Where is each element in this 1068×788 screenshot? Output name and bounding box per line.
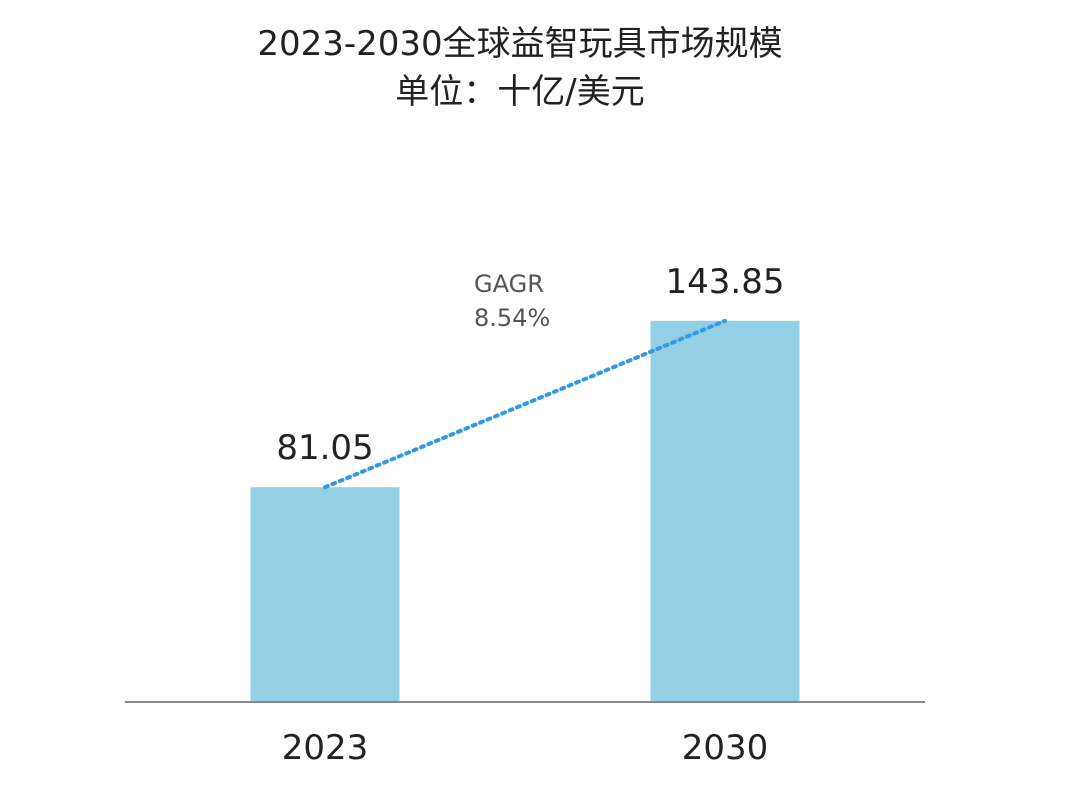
chart-title: 2023-2030全球益智玩具市场规模 (257, 24, 783, 64)
cagr-trend-line (323, 318, 727, 490)
bar-2023 (250, 487, 400, 702)
x-tick-label-2023: 2023 (282, 728, 369, 768)
data-label-2030: 143.85 (666, 262, 785, 302)
bar-2030 (650, 320, 800, 702)
chart-subtitle: 单位：十亿/美元 (395, 72, 645, 112)
data-label-2023: 81.05 (276, 428, 373, 468)
cagr-label: GAGR (474, 270, 544, 298)
x-tick-label-2030: 2030 (682, 728, 769, 768)
cagr-value: 8.54% (474, 304, 550, 332)
